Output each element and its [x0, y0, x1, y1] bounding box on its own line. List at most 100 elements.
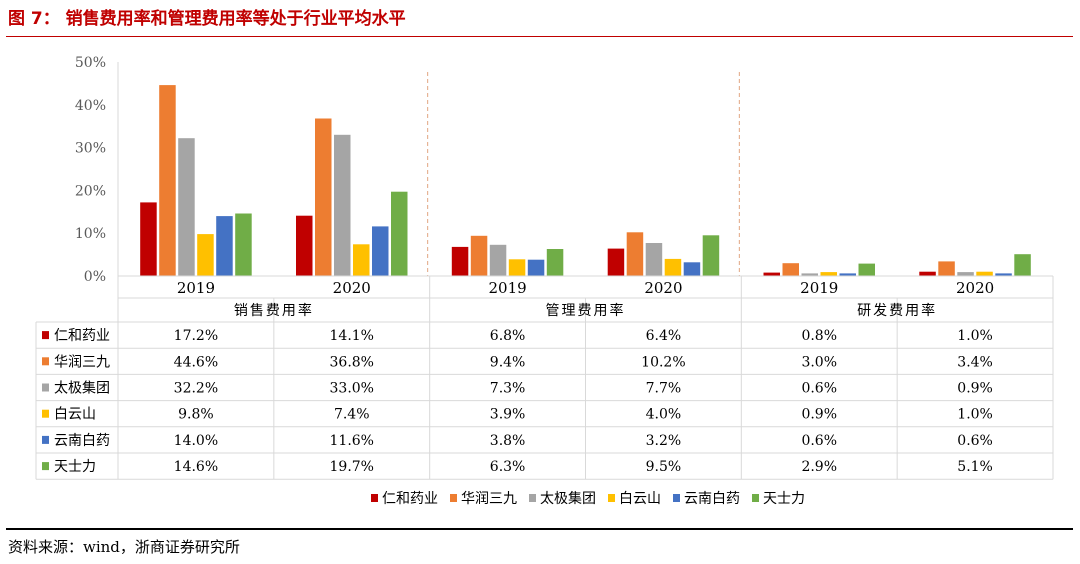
bar — [683, 262, 701, 276]
bar — [315, 118, 332, 276]
table-value: 7.4% — [334, 407, 370, 423]
table-legend-swatch — [42, 435, 49, 444]
table-legend-swatch — [42, 409, 49, 418]
table-value: 44.6% — [174, 354, 218, 370]
bar — [763, 272, 780, 276]
table-value: 10.2% — [641, 354, 685, 370]
legend-swatch — [752, 494, 759, 502]
bar — [391, 191, 408, 276]
table-value: 19.7% — [330, 459, 374, 475]
table-value: 5.1% — [957, 459, 993, 475]
group-label: 管理费用率 — [546, 302, 626, 319]
legend-label: 白云山 — [619, 491, 661, 507]
bar — [546, 249, 564, 276]
bar — [508, 259, 526, 276]
bar — [470, 235, 488, 276]
table-value: 9.5% — [646, 459, 682, 475]
table-value: 3.8% — [490, 433, 526, 449]
bar — [353, 244, 370, 276]
table-value: 9.8% — [178, 407, 214, 423]
table-value: 0.9% — [801, 407, 837, 423]
table-value: 14.0% — [174, 433, 218, 449]
table-value: 2.9% — [801, 459, 837, 475]
bar — [372, 226, 389, 276]
table-value: 3.9% — [490, 407, 526, 423]
legend-label: 天士力 — [763, 491, 805, 507]
table-value: 17.2% — [174, 328, 218, 344]
bar — [197, 234, 214, 276]
y-tick-label: 50% — [75, 55, 106, 71]
bar — [527, 259, 545, 276]
bar — [919, 271, 936, 276]
bar — [782, 263, 799, 276]
bar — [626, 232, 644, 276]
bar — [216, 216, 233, 276]
legend-label: 云南白药 — [684, 491, 740, 507]
table-value: 1.0% — [957, 407, 993, 423]
source-note: 资料来源：wind，浙商证券研究所 — [8, 538, 240, 556]
table-row-label: 云南白药 — [54, 433, 110, 449]
table-value: 14.1% — [330, 328, 374, 344]
table-legend-swatch — [42, 383, 49, 392]
bar — [607, 248, 625, 276]
bar — [839, 273, 856, 276]
table-row-label: 华润三九 — [54, 354, 110, 370]
x-category-label: 2020 — [333, 279, 371, 297]
group-label: 研发费用率 — [857, 302, 937, 319]
table-value: 0.8% — [801, 328, 837, 344]
bar — [702, 235, 720, 276]
table-value: 3.0% — [801, 354, 837, 370]
table-row-label: 太极集团 — [54, 380, 110, 397]
legend-swatch — [371, 494, 378, 502]
table-value: 32.2% — [174, 381, 218, 397]
y-tick-label: 30% — [75, 141, 106, 157]
table-value: 3.2% — [646, 433, 682, 449]
x-category-label: 2020 — [644, 279, 682, 297]
expense-ratio-chart: 0% 10% 20% 30% 40% 50% 2019 2020 2019 2020 2019 202… — [35, 55, 1054, 507]
bar — [820, 272, 837, 276]
y-tick-label: 40% — [75, 98, 106, 114]
legend-swatch — [608, 494, 615, 502]
table-value: 7.7% — [646, 381, 682, 397]
table-value: 0.9% — [957, 381, 993, 397]
legend-swatch — [673, 494, 680, 502]
table-value: 6.4% — [646, 328, 682, 344]
bar — [957, 272, 974, 276]
x-category-label: 2019 — [177, 279, 215, 297]
y-tick-label: 0% — [84, 269, 106, 285]
bar — [858, 263, 875, 276]
table-value: 11.6% — [330, 433, 374, 449]
group-label: 销售费用率 — [234, 302, 314, 319]
legend-label: 华润三九 — [461, 491, 517, 507]
page-title: 图 7： 销售费用率和管理费用率等处于行业平均水平 — [8, 9, 406, 29]
bar — [178, 138, 195, 276]
bar — [489, 244, 507, 276]
title-divider — [6, 36, 1073, 37]
bar — [451, 246, 469, 276]
bar — [995, 273, 1012, 276]
x-category-label: 2019 — [800, 279, 838, 297]
x-category-label: 2020 — [956, 279, 994, 297]
table-row-label: 白云山 — [54, 407, 96, 423]
bar — [938, 261, 955, 276]
table-value: 3.4% — [957, 354, 993, 370]
table-value: 9.4% — [490, 354, 526, 370]
bar — [664, 258, 682, 276]
bar — [645, 243, 663, 276]
x-category-label: 2019 — [488, 279, 526, 297]
table-value: 0.6% — [801, 381, 837, 397]
legend-label: 太极集团 — [540, 490, 596, 507]
y-tick-label: 20% — [75, 183, 106, 199]
legend-swatch — [450, 494, 457, 502]
bar — [334, 134, 351, 276]
table-row-label: 仁和药业 — [54, 328, 110, 344]
table-value: 4.0% — [646, 407, 682, 423]
table-legend-swatch — [42, 331, 49, 340]
bar — [296, 215, 313, 276]
bar — [801, 273, 818, 276]
bar — [976, 271, 993, 276]
bar — [235, 213, 252, 276]
table-value: 7.3% — [490, 381, 526, 397]
legend-swatch — [529, 494, 536, 502]
bar — [1014, 254, 1031, 276]
